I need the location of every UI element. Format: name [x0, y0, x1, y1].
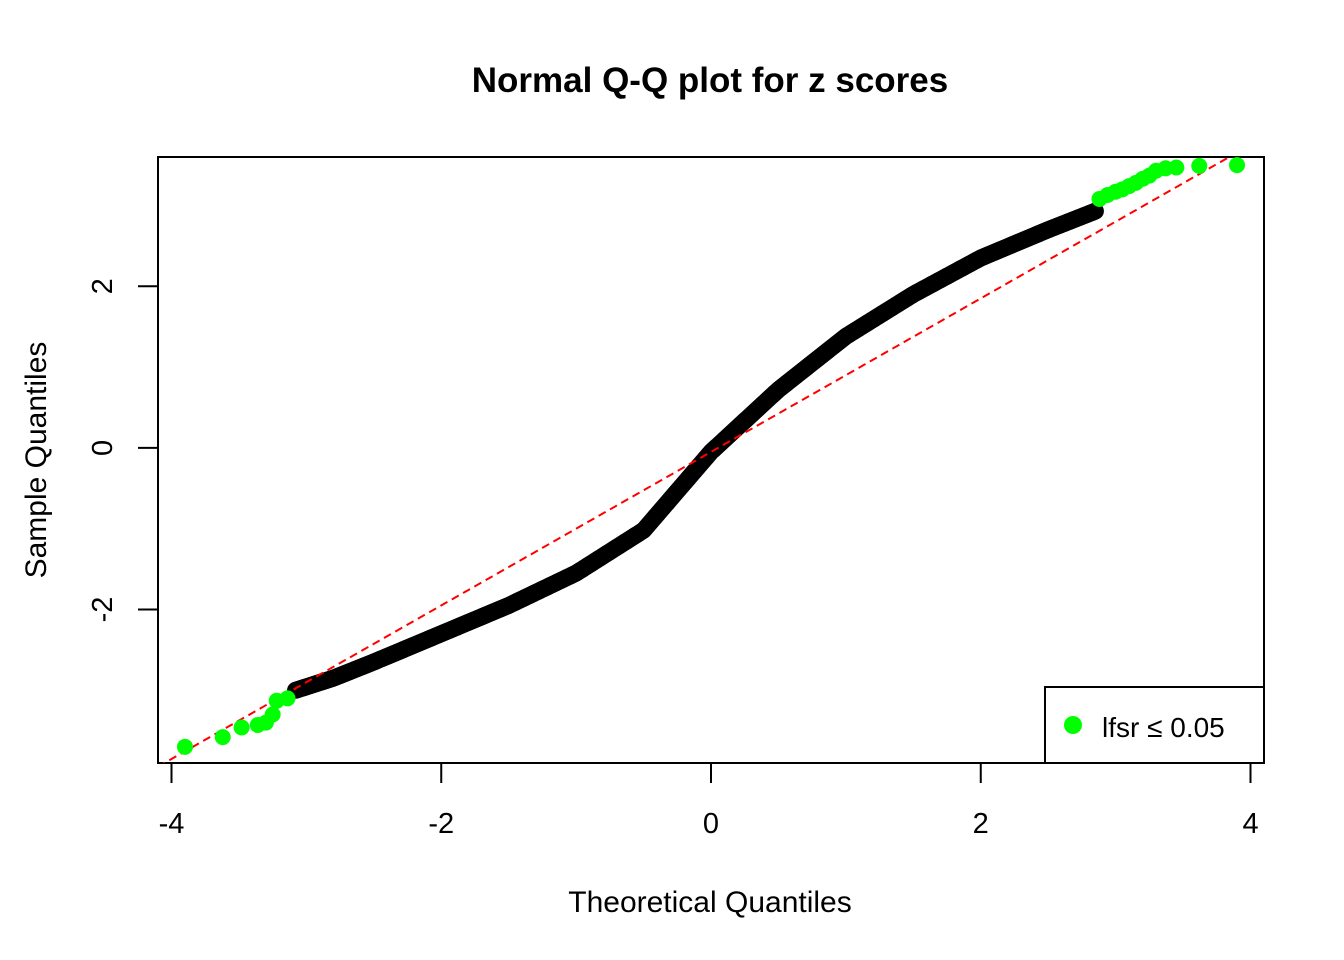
y-tick-label: -2	[87, 597, 119, 623]
significant-point	[1191, 157, 1208, 174]
y-axis: -2 0 2	[87, 278, 159, 623]
significant-point	[233, 719, 250, 736]
x-axis-label: Theoretical Quantiles	[568, 886, 851, 919]
x-tick-label: -4	[159, 808, 185, 840]
significant-point	[264, 706, 281, 723]
y-tick-label: 0	[87, 440, 119, 456]
x-tick-label: 2	[973, 808, 989, 840]
series-significant	[176, 157, 1246, 755]
significant-point	[1229, 157, 1246, 174]
plot-area	[162, 157, 1246, 763]
x-axis: -4 -2 0 2 4	[159, 762, 1259, 840]
chart-title: Normal Q-Q plot for z scores	[472, 61, 948, 100]
y-axis-label: Sample Quantiles	[20, 342, 53, 579]
significant-point	[1168, 159, 1185, 176]
x-tick-label: -2	[428, 808, 454, 840]
x-tick-label: 4	[1242, 808, 1258, 840]
y-tick-label: 2	[87, 278, 119, 294]
legend-label: lfsr ≤ 0.05	[1102, 712, 1225, 743]
significant-point	[214, 729, 231, 746]
legend-marker	[1064, 716, 1082, 734]
significant-point	[176, 738, 193, 755]
legend: lfsr ≤ 0.05	[1044, 686, 1265, 764]
x-tick-label: 0	[703, 808, 719, 840]
series-not-significant	[287, 202, 1104, 699]
reference-line	[162, 157, 1232, 763]
significant-point	[279, 690, 296, 707]
